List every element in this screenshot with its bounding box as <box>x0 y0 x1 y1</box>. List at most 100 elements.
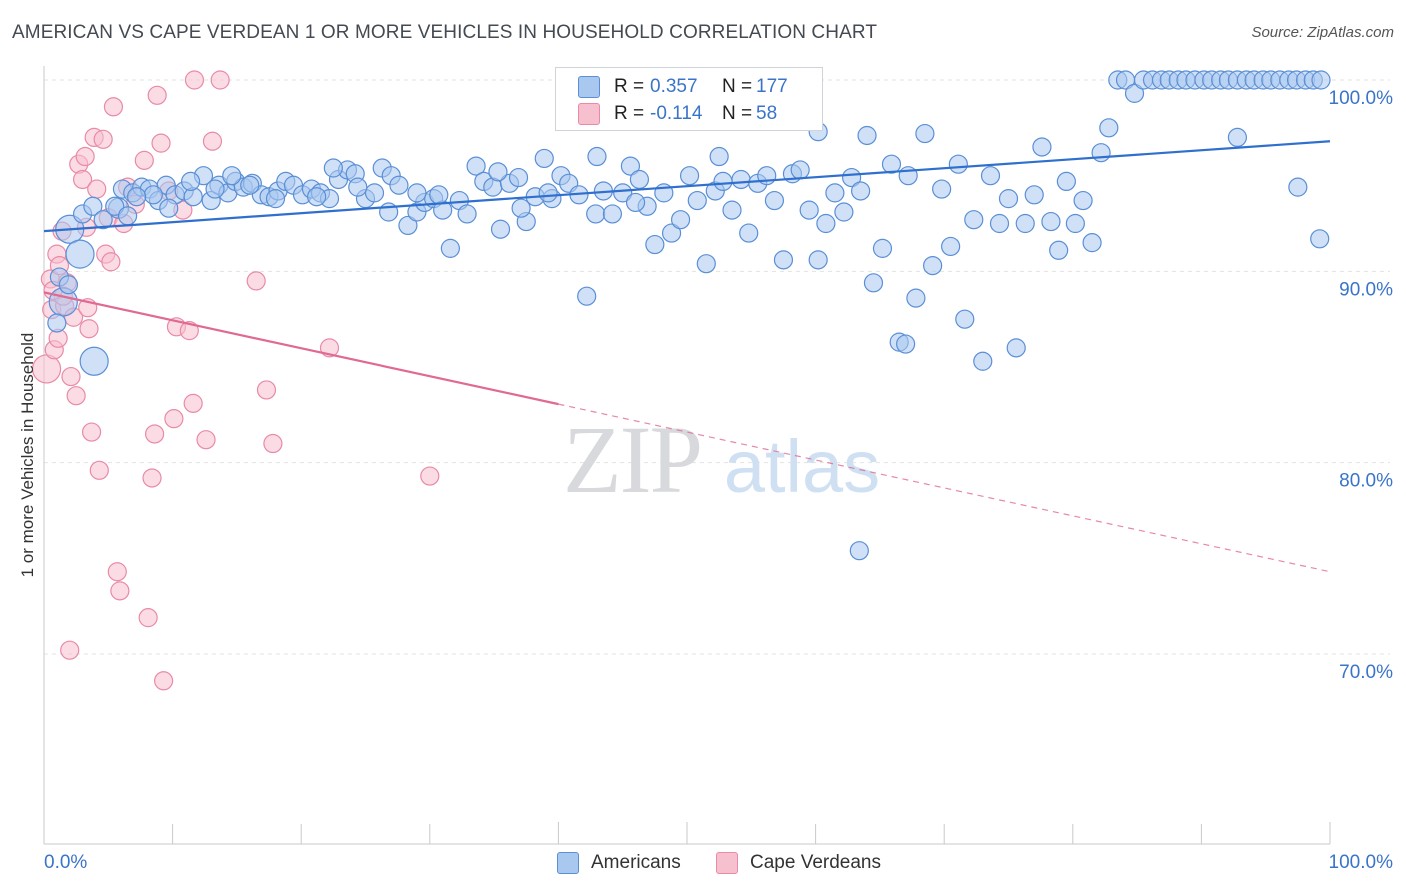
american-point <box>881 154 902 174</box>
x-axis-max-label: 100.0% <box>1328 852 1393 873</box>
x-axis-min-label: 0.0% <box>44 852 88 873</box>
y-tick-label: 80.0% <box>1339 471 1393 492</box>
americans-swatch <box>557 852 579 874</box>
american-point <box>93 210 113 230</box>
american-point <box>1288 177 1308 197</box>
american-point <box>83 196 103 216</box>
american-point <box>1227 127 1248 147</box>
american-point <box>1082 233 1102 253</box>
american-point <box>1065 213 1085 234</box>
cape-verdean-point <box>263 433 283 454</box>
n-value: 177 <box>756 76 788 97</box>
american-point <box>696 254 716 274</box>
american-point <box>1311 70 1331 90</box>
cape-verdean-point <box>420 466 440 486</box>
cape-verdean-point <box>246 271 266 291</box>
american-point <box>159 198 179 218</box>
cape-verdean-point <box>134 150 154 170</box>
american-point <box>872 238 893 258</box>
american-point <box>679 166 700 186</box>
cape-verdean-point <box>101 252 121 272</box>
american-point <box>1099 118 1119 138</box>
gridlines <box>44 79 1390 655</box>
american-point <box>490 219 511 239</box>
cape-verdean-point <box>210 70 230 90</box>
source-label: Source: ZipAtlas.com <box>1251 24 1394 41</box>
american-point <box>620 156 641 176</box>
cape-verdean-point <box>151 133 171 153</box>
american-point <box>457 204 477 224</box>
american-point <box>205 179 225 199</box>
american-point <box>849 541 869 561</box>
american-point <box>407 183 427 203</box>
american-point <box>47 313 67 333</box>
american-point <box>834 202 854 222</box>
american-point <box>1310 229 1330 249</box>
cape-verdean-point <box>93 129 113 149</box>
american-point <box>790 160 810 180</box>
cape-verdean-point <box>153 671 174 691</box>
american-point <box>613 183 633 203</box>
cape-verdeans-swatch <box>578 103 600 125</box>
american-point <box>1041 211 1061 232</box>
american-point <box>1049 240 1069 260</box>
cape-verdeans-trend-line <box>43 291 559 406</box>
american-point <box>731 169 751 190</box>
cape-verdean-point <box>66 386 86 406</box>
american-point <box>932 179 952 199</box>
american-point <box>739 223 759 243</box>
american-point <box>222 166 242 186</box>
american-point <box>323 158 343 178</box>
american-point <box>307 187 327 207</box>
american-point <box>1024 185 1044 205</box>
american-point <box>389 175 409 195</box>
watermark-atlas: atlas <box>724 425 880 508</box>
american-point <box>722 200 742 220</box>
american-point <box>709 146 729 167</box>
legend-label: Americans <box>591 852 681 873</box>
n-label: N = <box>722 103 753 124</box>
cape-verdean-point <box>179 321 199 341</box>
american-point <box>1015 213 1035 234</box>
american-point <box>713 171 733 192</box>
legend-item-americans[interactable]: Americans <box>557 852 681 874</box>
cape-verdean-point <box>87 179 107 199</box>
cape-verdean-point <box>107 562 127 582</box>
american-point <box>126 187 147 207</box>
american-point <box>364 183 385 203</box>
y-tick-label: 90.0% <box>1339 279 1393 300</box>
american-point <box>508 167 529 188</box>
r-value: -0.114 <box>650 103 703 124</box>
american-point <box>842 167 862 188</box>
american-point <box>58 275 79 295</box>
cape-verdean-point <box>183 393 203 413</box>
legend-item-cape-verdeans[interactable]: Cape Verdeans <box>716 852 881 874</box>
american-point <box>980 166 1001 186</box>
american-point <box>488 162 508 182</box>
y-tick-label: 70.0% <box>1339 662 1393 683</box>
american-point <box>764 190 785 211</box>
legend-label: Cape Verdeans <box>750 852 881 873</box>
cape-verdean-point <box>164 409 184 429</box>
american-point <box>625 192 646 213</box>
american-point <box>429 185 449 205</box>
american-point <box>65 239 95 269</box>
american-point <box>602 204 623 224</box>
american-point <box>948 154 968 174</box>
american-point <box>799 200 819 220</box>
american-point <box>1073 190 1093 211</box>
american-point <box>586 204 606 224</box>
american-point <box>538 183 558 203</box>
cape-verdean-point <box>81 422 102 442</box>
y-tick-labels: 100.0% 90.0% 80.0% 70.0% <box>1329 88 1394 683</box>
american-point <box>348 177 368 197</box>
r-label: R = <box>614 103 645 124</box>
cape-verdean-point <box>75 146 95 167</box>
american-point <box>629 169 650 190</box>
american-point <box>973 351 993 371</box>
cape-verdean-point <box>61 366 81 387</box>
y-tick-label: 100.0% <box>1329 88 1394 109</box>
american-point <box>534 148 554 169</box>
cape-verdean-point <box>60 640 80 660</box>
axes <box>43 66 1331 845</box>
